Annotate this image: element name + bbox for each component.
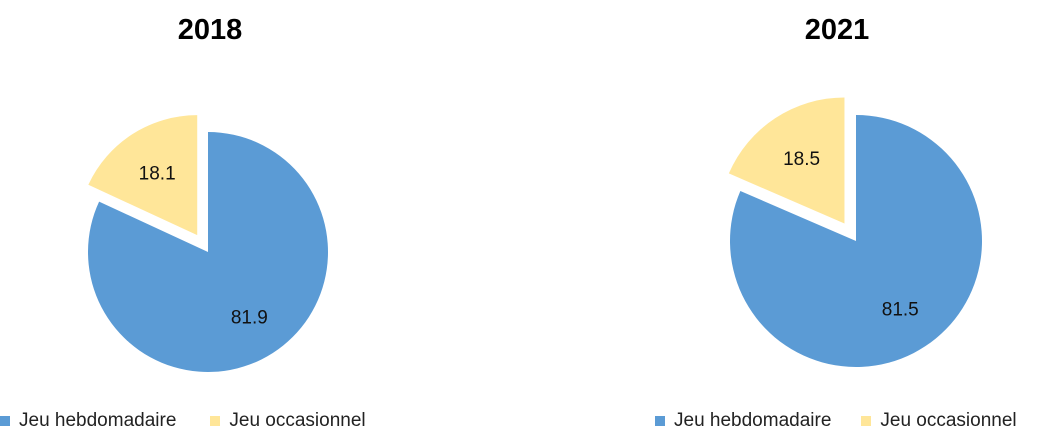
pie-svg: 81.5 18.5 bbox=[728, 97, 982, 368]
legend: Jeu hebdomadaire Jeu occasionnel bbox=[655, 410, 1051, 432]
chart-title: 2021 bbox=[804, 14, 870, 46]
data-label-jeu-hebdomadaire: 81.9 bbox=[231, 308, 268, 329]
legend-item-weekly: Jeu hebdomadaire bbox=[655, 410, 831, 432]
legend-item-weekly: Jeu hebdomadaire bbox=[0, 410, 176, 432]
pie-slice-jeu-hebdomadaire bbox=[88, 132, 328, 372]
data-label-jeu-occasionnel: 18.1 bbox=[139, 163, 176, 184]
legend-label-occasional: Jeu occasionnel bbox=[880, 410, 1017, 431]
pie-slice-jeu-occasionnel bbox=[728, 97, 845, 224]
legend-label-occasional: Jeu occasionnel bbox=[229, 410, 366, 431]
legend: Jeu hebdomadaire Jeu occasionnel bbox=[0, 410, 400, 432]
legend-swatch-weekly bbox=[0, 416, 10, 426]
pie-chart-2021: 2021 81.5 18.5 Jeu hebdomadaire Jeu occas… bbox=[620, 0, 1054, 432]
pie-chart-2018: 2018 81.9 18.1 Jeu hebdomadaire Jeu occas… bbox=[0, 0, 420, 432]
legend-swatch-occasional bbox=[861, 416, 872, 426]
pie-slice-jeu-hebdomadaire bbox=[730, 115, 982, 368]
legend-label-weekly: Jeu hebdomadaire bbox=[674, 410, 832, 431]
legend-label-weekly: Jeu hebdomadaire bbox=[19, 410, 177, 431]
legend-item-occasional: Jeu occasionnel bbox=[861, 410, 1017, 432]
pie-slice-jeu-occasionnel bbox=[88, 115, 198, 236]
data-label-jeu-hebdomadaire: 81.5 bbox=[882, 299, 919, 320]
legend-swatch-occasional bbox=[210, 416, 221, 426]
legend-swatch-weekly bbox=[655, 416, 665, 426]
data-label-jeu-occasionnel: 18.5 bbox=[783, 149, 820, 170]
legend-item-occasional: Jeu occasionnel bbox=[210, 410, 366, 432]
chart-title: 2018 bbox=[177, 14, 243, 46]
pie-svg: 81.9 18.1 bbox=[88, 115, 328, 372]
